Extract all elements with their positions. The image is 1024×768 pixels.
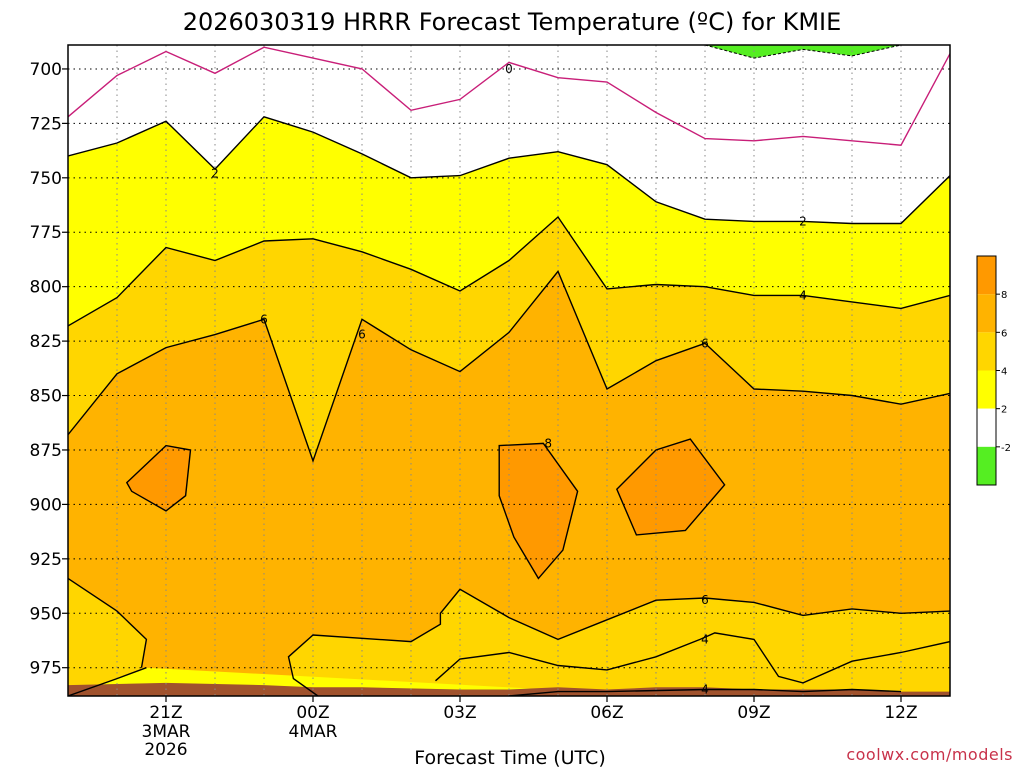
band-low-left [68,578,147,696]
contour-label-0: 0 [505,62,513,76]
colorbar: 8 6 4 2 -2 [976,255,1011,486]
colorbar-label-0: 8 [1001,290,1007,301]
contour-8-5 [615,438,726,536]
warm-pocket-2 [126,445,191,511]
contour-label-6: 6 [701,336,709,350]
contour-8-4 [498,442,579,580]
contour-8-6 [125,444,192,512]
contour-0-0 [68,46,950,146]
y-tick-label-850: 850 [30,387,62,407]
contour-6-7 [68,577,148,668]
contour-4-2 [68,215,950,327]
colorbar-band-5 [977,446,996,485]
colorbar-band-0 [977,256,996,295]
x-tick-label-03Z: 03Z [443,703,476,723]
contour-lines [68,46,950,696]
contour-label-5: 6 [358,328,366,342]
colorbar-band-2 [977,332,996,371]
chart-title: 2026030319 HRRR Forecast Temperature (ºC… [183,8,842,36]
contour-label-8: 4 [701,632,709,646]
y-tick-label-925: 925 [30,550,62,570]
y-tick-label-900: 900 [30,495,62,515]
contour-2-1 [68,116,950,225]
x-tick-label-21Z: 21Z [149,703,182,723]
contour-label-2: 2 [799,214,807,228]
y-tick-label-950: 950 [30,604,62,624]
y-tick-label-700: 700 [30,60,62,80]
contour-4-10 [435,632,950,684]
plot-frame [67,44,951,697]
contour-label-7: 6 [701,593,709,607]
band-0-2 [68,47,950,224]
band-low-right [288,589,950,696]
cold-region-0 [704,45,902,59]
y-tick-label-800: 800 [30,278,62,298]
credit-text[interactable]: coolwx.com/models [846,745,1013,764]
terrain [68,682,950,696]
colorbar-label-4: -2 [1001,443,1011,454]
contour-label-3: 4 [799,288,807,302]
x-tick-sublabel-21Z-1: 2026 [144,740,187,760]
contour-label-4: 6 [260,312,268,326]
plot-area [68,45,950,696]
y-tick-label-875: 875 [30,441,62,461]
contour-4-11 [508,688,902,696]
y-axis: 700 725 750 775 800 825 850 875 900 925 950 975 [30,60,68,679]
x-tick-label-12Z: 12Z [884,703,917,723]
x-axis-label: Forecast Time (UTC) [414,747,605,768]
contour-labels: 0 2 2 4 6 6 6 6 4 4 8 [211,62,807,697]
contour-label-9: 4 [701,682,709,696]
grid-lines [68,45,950,696]
colorbar-label-1: 6 [1001,328,1007,339]
colorbar-label-3: 2 [1001,405,1007,416]
colorbar-band-4 [977,408,996,447]
y-tick-label-725: 725 [30,114,62,134]
y-tick-label-750: 750 [30,169,62,189]
y-tick-label-775: 775 [30,223,62,243]
colorbar-band-3 [977,370,996,409]
x-tick-sublabel-21Z-0: 3MAR [142,722,191,742]
colorbar-label-2: 4 [1001,367,1007,378]
y-tick-label-975: 975 [30,659,62,679]
x-tick-label-09Z: 09Z [737,703,770,723]
y-tick-label-825: 825 [30,332,62,352]
contour-4-9 [68,667,147,696]
x-tick-label-00Z: 00Z [296,703,329,723]
contour-6-8 [287,588,950,696]
x-tick-sublabel-00Z-0: 4MAR [289,722,338,742]
contour-6-3 [68,270,950,464]
band-4-6 [68,217,950,461]
contour-label-1: 2 [211,166,219,180]
contour-label-10: 8 [544,436,552,450]
band-top [68,45,950,146]
colorbar-band-1 [977,294,996,333]
x-tick-label-06Z: 06Z [590,703,623,723]
